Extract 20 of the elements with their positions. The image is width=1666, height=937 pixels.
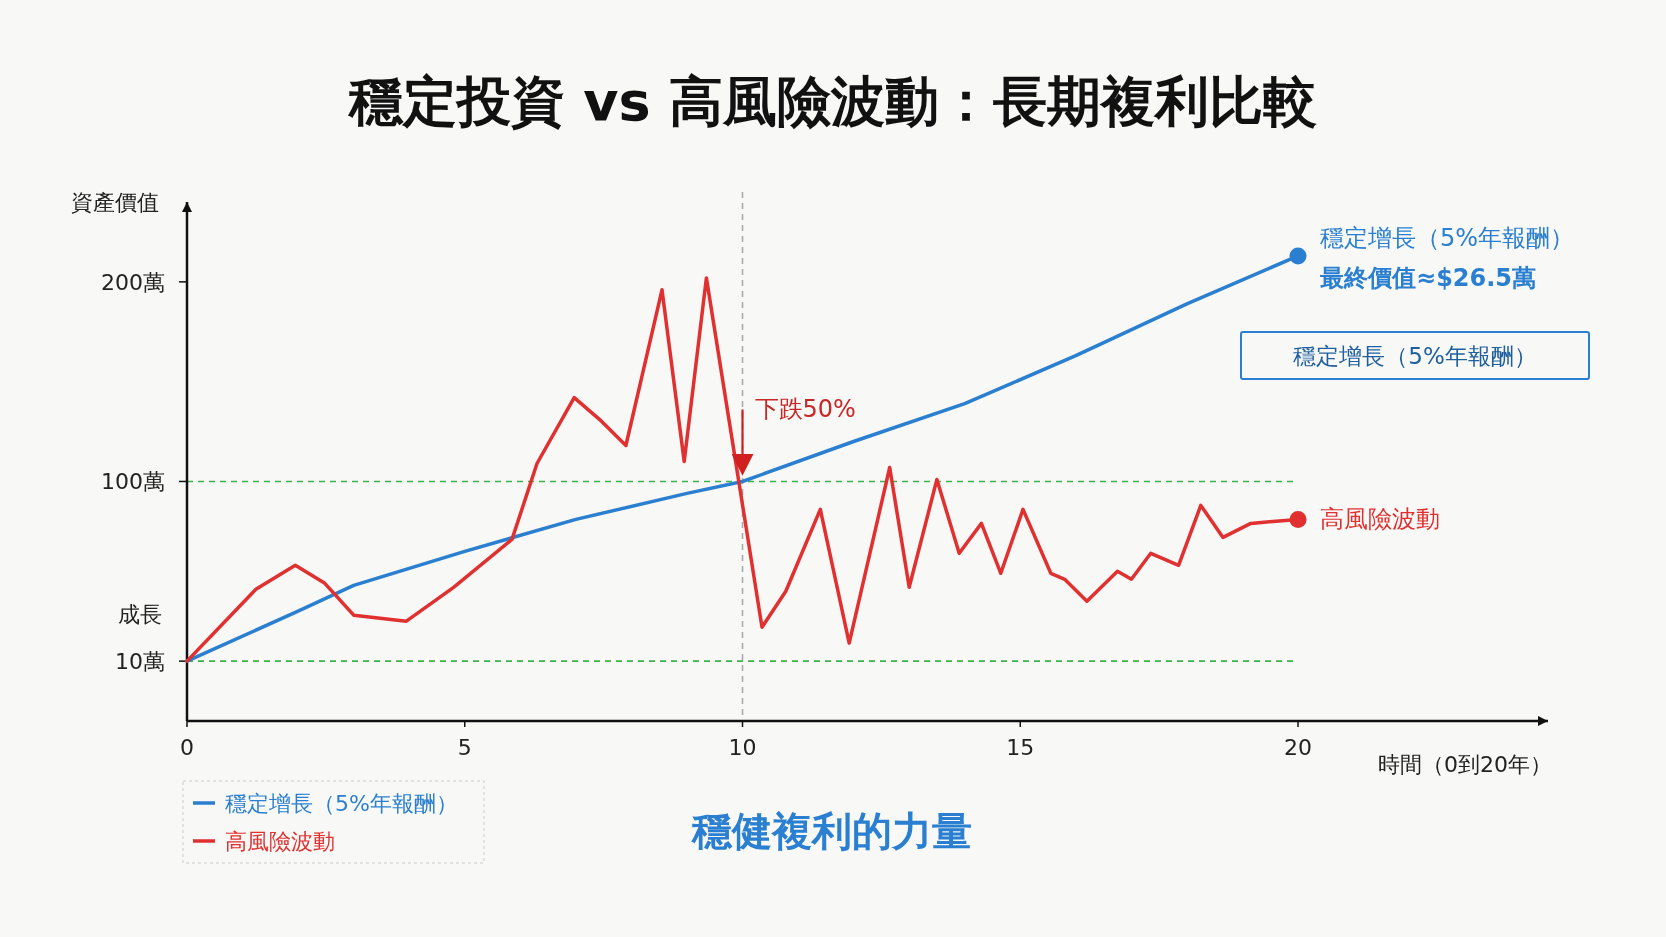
x-tick-label: 20 bbox=[1284, 735, 1313, 760]
x-tick-label: 10 bbox=[728, 735, 757, 760]
y-tick-label: 100萬 bbox=[101, 469, 165, 495]
x-tick-label: 0 bbox=[180, 735, 194, 760]
x-axis-title: 時間（0到20年） bbox=[1378, 752, 1552, 777]
text: 穩健複利的力量 bbox=[691, 807, 972, 854]
text: 成長 bbox=[118, 602, 162, 627]
text: 高風險波動 bbox=[1320, 505, 1441, 534]
chart-title: 穩定投資 vs 高風險波動：長期複利比較 bbox=[346, 70, 1318, 133]
x-tick-label: 15 bbox=[1006, 735, 1035, 760]
text: 穩定增長（5%年報酬） bbox=[1320, 223, 1575, 252]
annotation: 最終價值≈$26.5萬 bbox=[1319, 263, 1537, 292]
legend-label: 穩定增長（5%年報酬） bbox=[225, 791, 458, 816]
annotation: 下跌50% bbox=[754, 395, 856, 424]
legend-label: 高風險波動 bbox=[225, 829, 335, 854]
x-tick-label: 5 bbox=[457, 735, 472, 760]
y-axis-title: 資產價值 bbox=[71, 190, 159, 215]
annotation: 穩定增長（5%年報酬） bbox=[1293, 343, 1537, 369]
y-tick-label: 200萬 bbox=[101, 269, 165, 295]
y-tick-label: 10萬 bbox=[115, 649, 165, 675]
